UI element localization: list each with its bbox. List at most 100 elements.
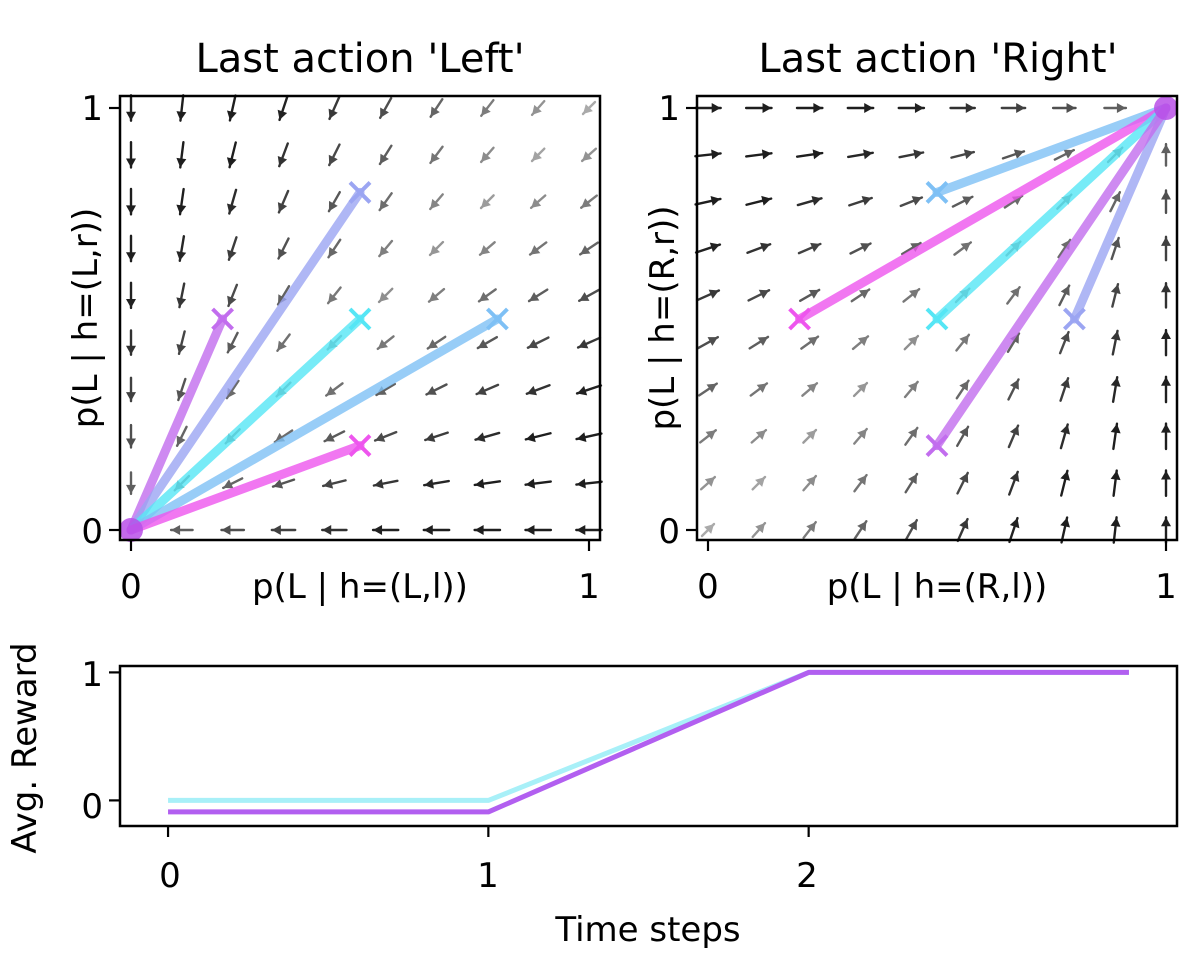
field-arrow-head xyxy=(430,152,440,163)
field-arrow-head xyxy=(176,251,187,261)
field-arrow-head xyxy=(373,478,384,489)
right-panel: Last action 'Right' 0 1 0 1 p(L | h=(R,l… xyxy=(643,36,1179,607)
reward-xtick-0: 0 xyxy=(159,856,181,896)
field-arrow-head xyxy=(531,198,542,208)
field-arrow-head xyxy=(530,245,541,255)
field-arrow-head xyxy=(423,525,433,535)
start-marker xyxy=(788,307,812,331)
field-arrow-head xyxy=(1060,517,1071,528)
field-arrow-head xyxy=(375,432,386,442)
trajectory-line xyxy=(1069,103,1171,324)
field-arrow-head xyxy=(277,155,288,167)
field-arrow-head xyxy=(328,200,338,212)
field-arrow-head xyxy=(425,432,436,442)
field-arrow-head xyxy=(911,196,922,206)
field-arrow-head xyxy=(580,245,591,255)
field-arrow-head xyxy=(710,196,721,206)
field-arrow-head xyxy=(176,204,187,215)
right-ticks xyxy=(686,106,1168,551)
field-arrow-head xyxy=(323,478,334,489)
field-arrow-head xyxy=(908,427,918,439)
field-arrow-head xyxy=(909,289,920,299)
field-arrow-head xyxy=(960,242,971,252)
field-arrow-head xyxy=(532,151,542,161)
field-arrow-head xyxy=(532,104,542,115)
field-arrow-head xyxy=(478,292,490,302)
end-point-marker xyxy=(1154,96,1178,120)
trajectory-line xyxy=(126,187,365,535)
field-arrow-head xyxy=(226,157,237,168)
field-arrow-head xyxy=(1063,149,1074,159)
reward-series-line xyxy=(168,669,1129,803)
field-arrow-head xyxy=(1110,423,1121,434)
field-arrow-head xyxy=(227,295,237,306)
field-arrow-head xyxy=(576,478,586,489)
reward-ytick-0: 0 xyxy=(81,787,103,827)
field-arrow-head xyxy=(328,293,338,304)
field-arrow-head xyxy=(808,289,820,299)
field-arrow-head xyxy=(176,297,187,308)
field-arrow-head xyxy=(525,432,536,443)
field-arrow-head xyxy=(864,103,874,113)
field-arrow-head xyxy=(711,103,721,113)
field-arrow-head xyxy=(1110,470,1121,481)
field-arrow-head xyxy=(1066,103,1076,113)
field-arrow-head xyxy=(380,107,389,118)
field-arrow-head xyxy=(761,149,772,160)
field-arrow-head xyxy=(806,430,816,440)
field-arrow-head xyxy=(176,435,186,446)
field-arrow-head xyxy=(278,248,288,259)
field-arrow-head xyxy=(579,292,590,301)
field-arrow-head xyxy=(959,426,969,438)
field-arrow-head xyxy=(959,472,969,484)
field-arrow-head xyxy=(806,476,816,487)
field-arrow-head xyxy=(474,478,485,489)
field-arrow-head xyxy=(223,479,234,489)
field-arrow-head xyxy=(1009,425,1020,436)
field-arrow-head xyxy=(812,149,823,160)
left-panel-title: Last action 'Left' xyxy=(195,36,524,82)
left-ylabel: p(L | h=(L,r)) xyxy=(66,208,106,428)
field-arrow-head xyxy=(430,245,440,255)
field-arrow-head xyxy=(1110,377,1121,387)
field-arrow-head xyxy=(126,438,136,448)
field-arrow-head xyxy=(277,109,288,120)
field-arrow-head xyxy=(1111,238,1121,249)
field-arrow-head xyxy=(582,151,593,161)
field-arrow-head xyxy=(480,245,491,255)
field-arrow-head xyxy=(1009,471,1020,483)
field-arrow-head xyxy=(525,525,535,535)
field-arrow-head xyxy=(476,385,487,396)
reward-xtick-2: 2 xyxy=(796,856,818,896)
right-ytick-1: 1 xyxy=(658,89,680,129)
field-arrow-head xyxy=(1110,330,1121,341)
field-arrow-head xyxy=(1060,285,1070,296)
right-ytick-0: 0 xyxy=(658,512,680,552)
start-marker xyxy=(925,180,949,204)
field-arrow-head xyxy=(427,339,439,349)
field-arrow-head xyxy=(176,157,187,168)
field-arrow-head xyxy=(428,292,440,302)
field-arrow-head xyxy=(328,108,338,119)
field-arrow-head xyxy=(126,345,136,355)
reward-panel: 0 1 2 0 1 Time steps Avg. Reward xyxy=(5,642,1179,950)
field-arrow-head xyxy=(426,385,437,395)
trajectory-line xyxy=(126,314,502,535)
trajectory-line xyxy=(795,103,1171,324)
field-arrow-head xyxy=(481,151,491,162)
field-arrow-head xyxy=(959,334,969,345)
field-arrow-head xyxy=(706,383,717,393)
right-panel-title: Last action 'Right' xyxy=(758,36,1117,82)
start-marker xyxy=(348,307,372,331)
field-arrow-head xyxy=(762,103,772,113)
field-arrow-head xyxy=(373,525,383,535)
field-arrow-head xyxy=(857,429,867,440)
left-xtick-0: 0 xyxy=(120,567,142,607)
field-arrow-head xyxy=(1016,103,1026,113)
field-arrow-head xyxy=(581,198,592,208)
field-arrow-head xyxy=(126,158,136,168)
field-arrow-head xyxy=(1060,332,1070,343)
field-arrow-head xyxy=(171,525,181,535)
left-xlabel: p(L | h=(L,l)) xyxy=(252,567,468,607)
